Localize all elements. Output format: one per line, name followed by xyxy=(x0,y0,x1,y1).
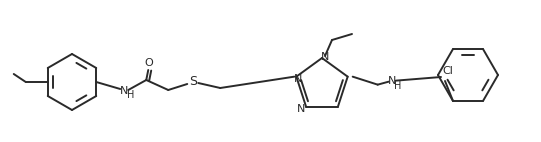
Text: N: N xyxy=(294,74,302,84)
Text: N: N xyxy=(120,86,128,96)
Text: N: N xyxy=(387,76,396,86)
Text: N: N xyxy=(321,52,329,62)
Text: Cl: Cl xyxy=(443,66,453,76)
Text: H: H xyxy=(127,90,134,100)
Text: O: O xyxy=(145,58,154,68)
Text: H: H xyxy=(394,81,401,91)
Text: S: S xyxy=(189,75,197,87)
Text: N: N xyxy=(297,104,305,114)
